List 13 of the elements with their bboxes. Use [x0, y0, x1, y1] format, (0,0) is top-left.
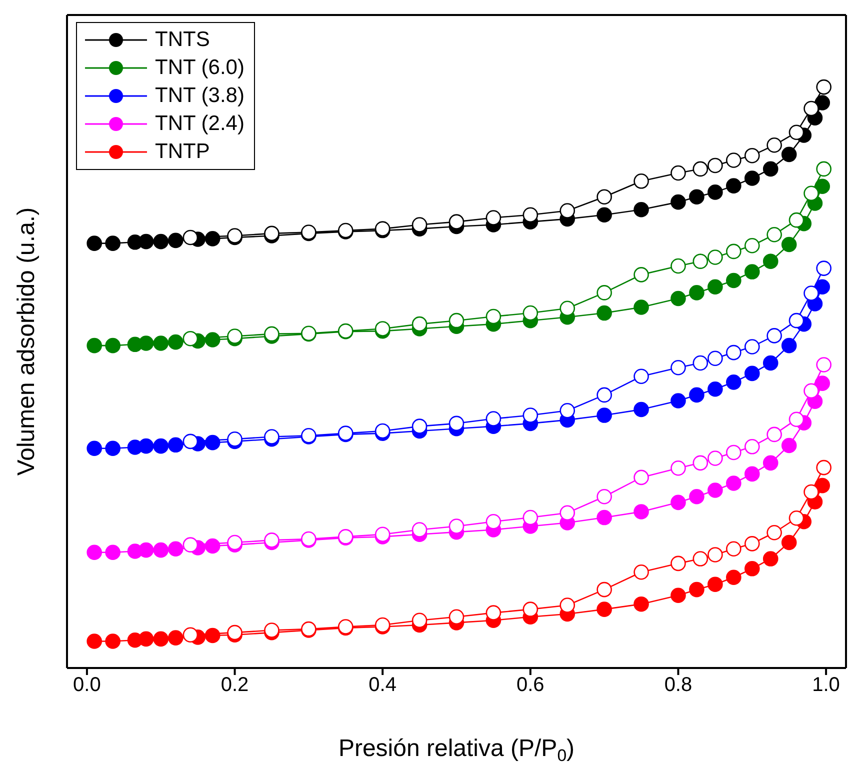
legend-label: TNTP	[155, 140, 210, 164]
x-axis-title: Presión relativa (P/P$_{0}$)	[338, 735, 575, 766]
x-tick-label: 0.4	[368, 674, 396, 696]
legend-label: TNT (6.0)	[155, 56, 244, 80]
x-tick-label: 1.0	[812, 674, 840, 696]
x-tick-label: 0.0	[73, 674, 101, 696]
x-tick-label: 0.6	[516, 674, 544, 696]
legend-label: TNT (2.4)	[155, 112, 244, 136]
x-tick-label: 0.8	[664, 674, 692, 696]
y-axis-title: Volumen adsorbido (u.a.)	[13, 207, 40, 476]
x-tick-label: 0.2	[220, 674, 249, 696]
legend-label: TNTS	[155, 28, 210, 52]
legend-label: TNT (3.8)	[155, 84, 244, 108]
